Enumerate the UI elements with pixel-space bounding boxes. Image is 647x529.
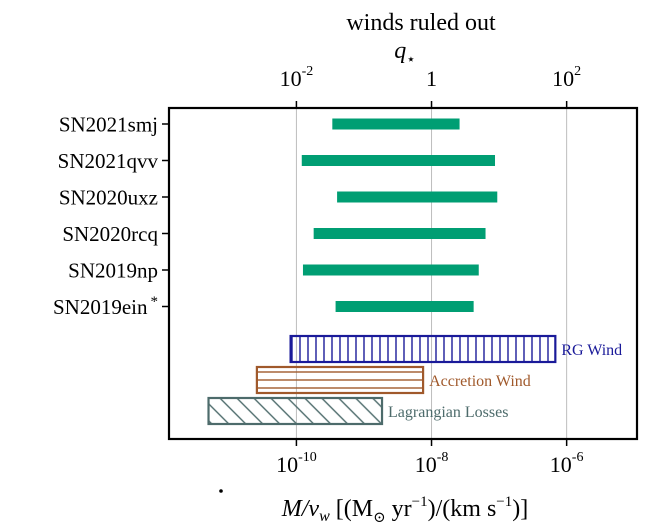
mdot-dot — [219, 489, 223, 493]
bottom-axis-tick-base-0: 10 — [276, 452, 298, 477]
model-label-lagrangian-losses: Lagrangian Losses — [388, 404, 508, 421]
bottom-axis-tick-base-1: 10 — [415, 452, 437, 477]
label-sn2021qvv: SN2021qvv — [58, 149, 159, 173]
range-bar-sn2021qvv — [301, 155, 496, 166]
top-axis-tick-exp-2: 2 — [574, 64, 581, 79]
label-name-5: SN2019ein — [53, 295, 148, 319]
label-sn2019np: SN2019np — [68, 259, 158, 283]
range-bar-sn2021smj — [332, 118, 460, 130]
bottom-axis-label-s-exp: −1 — [496, 494, 512, 510]
bottom-axis-label-slash: /v — [300, 496, 320, 522]
model-boxes: RG Wind Accretion Wind Lagrangian Losses — [207, 334, 622, 426]
model-box-lagrangian-losses — [207, 396, 384, 426]
range-bar-sn2019np — [302, 264, 479, 276]
bottom-axis-ticks: 10-10 10-8 10-6 — [276, 439, 583, 477]
model-box-accretion-wind — [255, 365, 425, 395]
top-axis-label-star: ⋆ — [406, 52, 415, 68]
range-bar-sn2019ein — [335, 301, 474, 312]
chart-title: winds ruled out — [346, 10, 496, 36]
model-box-rg-wind — [289, 334, 557, 364]
bottom-axis-tick-exp-1: -8 — [437, 450, 449, 465]
top-axis-tick-label-0: 10-2 — [280, 64, 314, 91]
bottom-axis-label-close: )] — [512, 496, 528, 522]
top-axis-ticks: 10-2 1 102 — [280, 64, 581, 108]
bottom-axis-tick-base-2: 10 — [550, 452, 572, 477]
label-marker-5: * — [151, 294, 159, 310]
bottom-axis-label-mdot: M — [281, 496, 304, 522]
bottom-axis-tick-exp-0: -10 — [298, 450, 317, 465]
supernova-bars — [301, 118, 498, 312]
top-axis-tick-base-1: 1 — [426, 66, 437, 91]
top-axis-tick-base-0: 10 — [280, 66, 302, 91]
range-bar-sn2020rcq — [313, 228, 486, 239]
plot-frame — [167, 106, 639, 441]
bottom-axis-label-yr-exp: −1 — [412, 494, 428, 510]
bottom-axis-label-sun: ⊙ — [373, 510, 386, 526]
top-axis-tick-label-1: 1 — [426, 66, 437, 91]
label-sn2019ein: SN2019ein * — [53, 294, 158, 319]
model-label-accretion-wind: Accretion Wind — [429, 373, 531, 390]
bottom-axis-label-w: w — [319, 508, 330, 525]
top-axis-tick-label-2: 102 — [552, 64, 581, 91]
bottom-axis-tick-label-0: 10-10 — [276, 450, 317, 477]
label-name-2: SN2020uxz — [59, 186, 158, 210]
bottom-axis-label-units: [(M — [330, 496, 373, 522]
supernova-labels: SN2021smj SN2021qvv SN2020uxz SN2020rcq SN20… — [53, 113, 169, 319]
bottom-axis-tick-label-2: 10-6 — [550, 450, 584, 477]
label-name-1: SN2021qvv — [58, 149, 159, 173]
bottom-axis-label-mid: )/(km s — [428, 496, 497, 522]
bottom-axis-tick-label-1: 10-8 — [415, 450, 449, 477]
bottom-axis-label: M/vw [(M⊙ yr−1)/(km s−1)] — [281, 494, 529, 526]
label-sn2021smj: SN2021smj — [59, 113, 158, 137]
top-axis-tick-exp-0: -2 — [302, 64, 314, 79]
label-sn2020uxz: SN2020uxz — [59, 186, 158, 210]
label-name-0: SN2021smj — [59, 113, 158, 137]
top-axis-tick-base-2: 10 — [552, 66, 574, 91]
bottom-axis-label-yr: yr — [386, 496, 412, 522]
range-bar-sn2020uxz — [337, 191, 498, 203]
label-name-3: SN2020rcq — [62, 222, 158, 246]
top-axis-label-q: q — [394, 38, 406, 64]
model-label-rg-wind: RG Wind — [561, 342, 622, 359]
label-sn2020rcq: SN2020rcq — [62, 222, 158, 246]
top-axis-label: q⋆ — [394, 38, 415, 68]
bottom-axis-tick-exp-2: -6 — [572, 450, 584, 465]
label-name-4: SN2019np — [68, 259, 158, 283]
